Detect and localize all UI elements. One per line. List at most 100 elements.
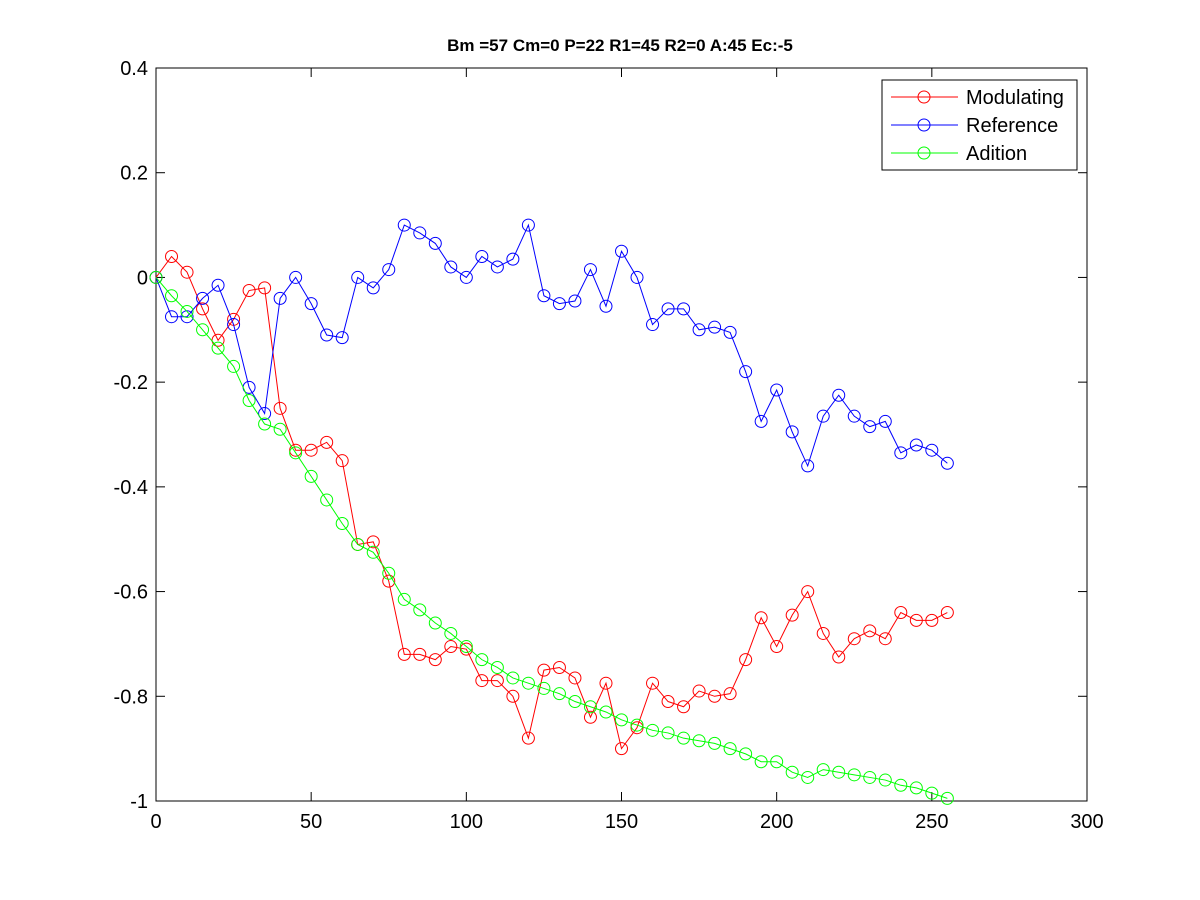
data-point-adition — [568, 695, 582, 709]
legend-item-adition: Adition — [891, 143, 1027, 165]
data-point-modulating — [289, 443, 303, 457]
data-point-adition — [599, 705, 613, 719]
y-tick-label: 0.4 — [120, 58, 148, 80]
data-point-reference — [459, 270, 473, 284]
data-point-adition — [615, 713, 628, 727]
legend-label-modulating: Modulating — [966, 87, 1064, 109]
legend-marker-modulating — [917, 90, 931, 104]
data-point-adition — [552, 687, 566, 701]
y-tick-label: -0.4 — [114, 477, 148, 499]
data-point-modulating — [382, 574, 396, 588]
data-point-reference — [490, 260, 504, 274]
data-point-reference — [801, 459, 815, 473]
data-point-reference — [335, 331, 349, 345]
data-point-adition — [847, 768, 861, 782]
data-point-modulating — [739, 653, 753, 667]
data-point-adition — [227, 359, 241, 373]
legend-item-reference: Reference — [891, 115, 1058, 137]
x-tick-label: 0 — [150, 811, 161, 833]
data-point-modulating — [552, 660, 566, 674]
data-point-reference — [397, 218, 411, 232]
legend-marker-adition — [917, 146, 931, 160]
data-point-adition — [506, 671, 520, 685]
data-point-reference — [320, 328, 334, 342]
data-point-reference — [289, 270, 303, 284]
data-point-reference — [615, 244, 628, 258]
data-point-adition — [490, 660, 504, 674]
data-point-modulating — [304, 443, 318, 457]
data-point-reference — [940, 456, 954, 470]
data-point-modulating — [444, 640, 458, 654]
data-point-reference — [366, 281, 380, 295]
x-tick-label: 200 — [760, 811, 793, 833]
data-point-adition — [413, 603, 427, 617]
data-point-adition — [180, 304, 194, 318]
data-point-modulating — [708, 689, 722, 703]
data-point-reference — [692, 323, 706, 337]
data-point-modulating — [242, 284, 256, 298]
data-point-adition — [196, 323, 210, 337]
data-point-modulating — [615, 742, 628, 756]
data-point-reference — [739, 365, 753, 379]
data-point-modulating — [490, 674, 504, 688]
data-point-reference — [708, 320, 722, 334]
data-point-modulating — [801, 585, 815, 599]
data-point-reference — [754, 414, 768, 428]
data-point-modulating — [397, 647, 411, 661]
data-point-modulating — [894, 606, 908, 620]
data-point-reference — [211, 278, 225, 292]
data-point-adition — [925, 786, 939, 800]
y-tick-label: 0.2 — [120, 163, 148, 185]
data-point-reference — [646, 318, 660, 332]
legend-label-adition: Adition — [966, 143, 1027, 165]
data-point-reference — [925, 443, 939, 457]
y-tick-label: 0 — [137, 267, 148, 289]
data-point-adition — [878, 773, 892, 787]
data-point-reference — [537, 289, 551, 303]
legend: Modulating Reference Adition — [881, 79, 1078, 171]
data-point-reference — [382, 263, 396, 277]
data-point-modulating — [428, 653, 442, 667]
data-point-reference — [661, 302, 675, 316]
data-point-modulating — [646, 676, 660, 690]
x-tick-label: 150 — [605, 811, 638, 833]
data-point-reference — [583, 263, 597, 277]
data-point-reference — [196, 291, 210, 305]
data-point-reference — [258, 407, 272, 421]
y-tick-label: -0.2 — [114, 372, 148, 394]
data-point-modulating — [335, 454, 349, 468]
series-modulating — [149, 249, 954, 756]
x-tick-label: 300 — [1070, 811, 1103, 833]
data-point-adition — [692, 734, 706, 748]
data-point-adition — [351, 537, 365, 551]
y-tick-label: -1 — [130, 791, 148, 813]
data-point-reference — [568, 294, 582, 308]
data-point-modulating — [661, 695, 675, 709]
data-point-reference — [506, 252, 520, 266]
data-point-modulating — [180, 265, 194, 279]
data-point-reference — [180, 310, 194, 324]
data-point-adition — [289, 446, 303, 460]
data-point-reference — [475, 249, 489, 263]
data-point-adition — [397, 592, 411, 606]
data-point-reference — [894, 446, 908, 460]
data-point-adition — [521, 676, 535, 690]
legend-label-reference: Reference — [966, 115, 1058, 137]
data-point-reference — [909, 438, 923, 452]
data-point-adition — [909, 781, 923, 795]
data-point-reference — [227, 318, 241, 332]
data-point-modulating — [847, 632, 861, 646]
data-point-adition — [335, 517, 349, 531]
data-point-reference — [832, 388, 846, 402]
data-point-modulating — [692, 684, 706, 698]
data-point-modulating — [413, 647, 427, 661]
data-point-adition — [211, 341, 225, 355]
data-point-adition — [785, 765, 799, 779]
data-point-modulating — [925, 613, 939, 627]
series-reference — [149, 218, 954, 473]
data-point-adition — [382, 566, 396, 580]
data-point-adition — [583, 700, 597, 714]
data-point-modulating — [909, 613, 923, 627]
data-point-modulating — [816, 626, 830, 640]
